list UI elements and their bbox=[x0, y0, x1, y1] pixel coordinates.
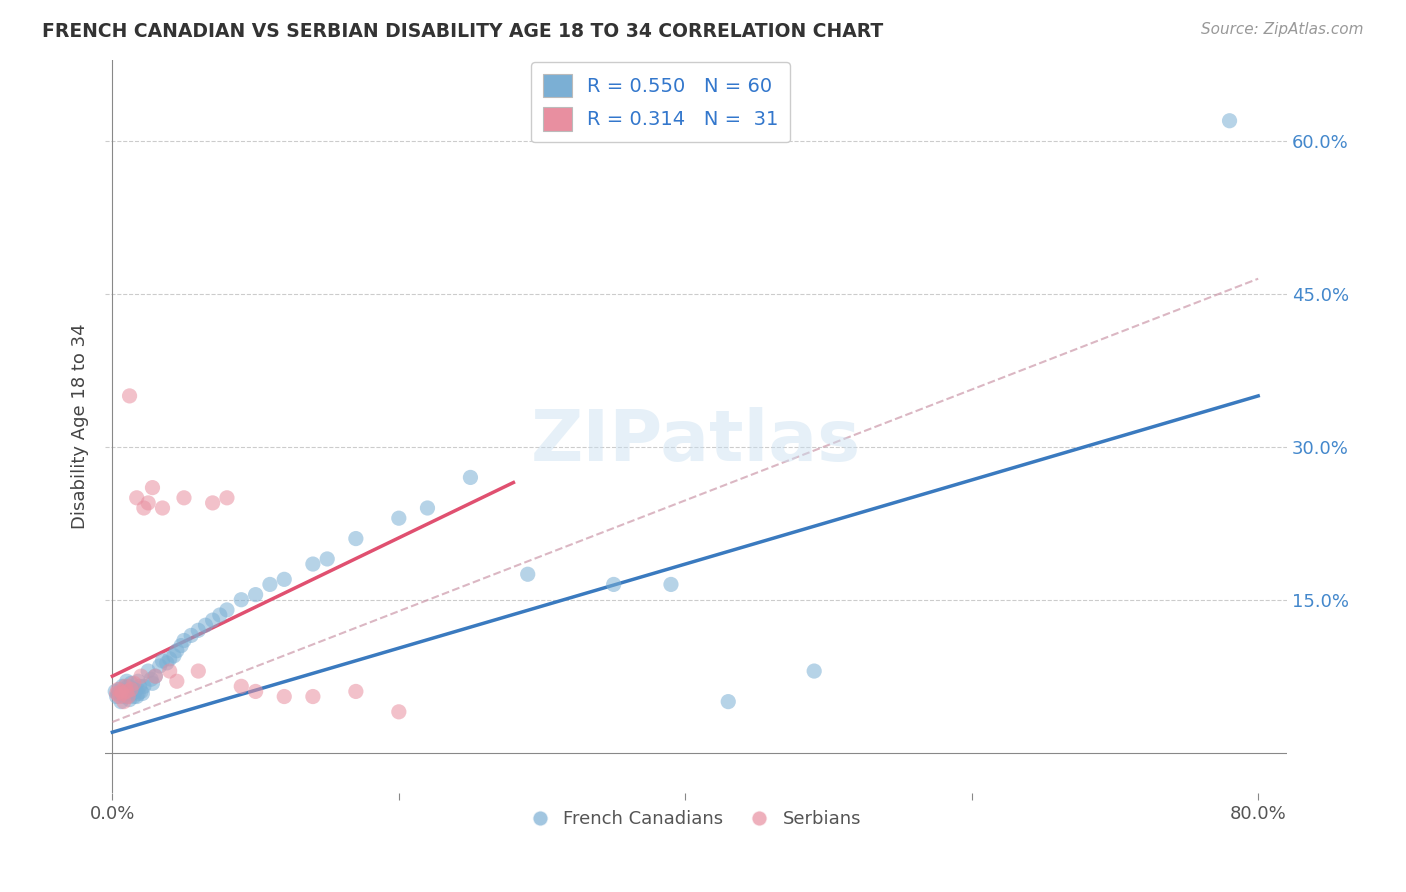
Point bbox=[159, 664, 181, 678]
Point bbox=[136, 496, 159, 510]
Point bbox=[602, 577, 624, 591]
Point bbox=[120, 682, 142, 697]
Point bbox=[143, 669, 166, 683]
Point bbox=[105, 690, 128, 704]
Point bbox=[141, 676, 163, 690]
Point bbox=[125, 690, 148, 704]
Point bbox=[302, 690, 325, 704]
Point bbox=[115, 674, 138, 689]
Text: ZIPatlas: ZIPatlas bbox=[531, 407, 860, 475]
Point bbox=[215, 491, 238, 505]
Point bbox=[141, 481, 163, 495]
Point bbox=[416, 501, 439, 516]
Point bbox=[159, 652, 181, 666]
Point bbox=[110, 684, 132, 698]
Point bbox=[187, 664, 209, 678]
Point bbox=[215, 603, 238, 617]
Point bbox=[245, 684, 267, 698]
Point bbox=[115, 684, 138, 698]
Point bbox=[117, 679, 139, 693]
Point bbox=[344, 532, 367, 546]
Point bbox=[115, 686, 138, 700]
Point bbox=[114, 684, 136, 698]
Point bbox=[122, 676, 145, 690]
Point bbox=[104, 684, 127, 698]
Point bbox=[117, 690, 139, 704]
Point bbox=[316, 552, 339, 566]
Point bbox=[163, 648, 186, 663]
Point bbox=[129, 669, 152, 683]
Point bbox=[460, 470, 482, 484]
Point bbox=[122, 690, 145, 704]
Point bbox=[187, 624, 209, 638]
Point bbox=[107, 682, 129, 697]
Point bbox=[110, 695, 132, 709]
Point bbox=[173, 491, 195, 505]
Point bbox=[122, 682, 145, 697]
Point bbox=[1218, 113, 1240, 128]
Point bbox=[132, 501, 155, 516]
Point bbox=[111, 686, 134, 700]
Point bbox=[152, 654, 174, 668]
Point bbox=[231, 679, 253, 693]
Point bbox=[108, 682, 131, 697]
Point bbox=[166, 674, 188, 689]
Point bbox=[273, 572, 295, 586]
Point bbox=[114, 679, 136, 693]
Point bbox=[388, 511, 411, 525]
Point bbox=[112, 695, 135, 709]
Text: Source: ZipAtlas.com: Source: ZipAtlas.com bbox=[1201, 22, 1364, 37]
Point bbox=[129, 684, 152, 698]
Point bbox=[156, 656, 179, 670]
Point bbox=[107, 686, 129, 700]
Point bbox=[112, 690, 135, 704]
Point bbox=[717, 695, 740, 709]
Point bbox=[152, 501, 174, 516]
Legend: French Canadians, Serbians: French Canadians, Serbians bbox=[523, 803, 869, 836]
Point bbox=[245, 588, 267, 602]
Point bbox=[132, 679, 155, 693]
Point bbox=[659, 577, 682, 591]
Point bbox=[516, 567, 538, 582]
Point bbox=[302, 557, 325, 571]
Point bbox=[208, 607, 231, 622]
Point bbox=[124, 684, 146, 698]
Point bbox=[120, 676, 142, 690]
Point bbox=[118, 692, 141, 706]
Point bbox=[127, 674, 149, 689]
Point bbox=[111, 679, 134, 693]
Point bbox=[121, 686, 143, 700]
Point bbox=[180, 628, 202, 642]
Text: FRENCH CANADIAN VS SERBIAN DISABILITY AGE 18 TO 34 CORRELATION CHART: FRENCH CANADIAN VS SERBIAN DISABILITY AG… bbox=[42, 22, 883, 41]
Point bbox=[194, 618, 217, 632]
Point bbox=[131, 686, 153, 700]
Point bbox=[231, 592, 253, 607]
Point bbox=[128, 679, 150, 693]
Point bbox=[388, 705, 411, 719]
Y-axis label: Disability Age 18 to 34: Disability Age 18 to 34 bbox=[72, 324, 89, 529]
Point bbox=[149, 659, 172, 673]
Point bbox=[125, 491, 148, 505]
Point bbox=[136, 664, 159, 678]
Point bbox=[173, 633, 195, 648]
Point bbox=[201, 496, 224, 510]
Point bbox=[273, 690, 295, 704]
Point bbox=[143, 669, 166, 683]
Point bbox=[117, 690, 139, 704]
Point bbox=[259, 577, 281, 591]
Point bbox=[344, 684, 367, 698]
Point bbox=[201, 613, 224, 627]
Point bbox=[139, 672, 162, 686]
Point bbox=[170, 639, 193, 653]
Point bbox=[166, 643, 188, 657]
Point bbox=[108, 690, 131, 704]
Point bbox=[118, 684, 141, 698]
Point bbox=[127, 686, 149, 700]
Point bbox=[803, 664, 825, 678]
Point bbox=[105, 686, 128, 700]
Point bbox=[118, 389, 141, 403]
